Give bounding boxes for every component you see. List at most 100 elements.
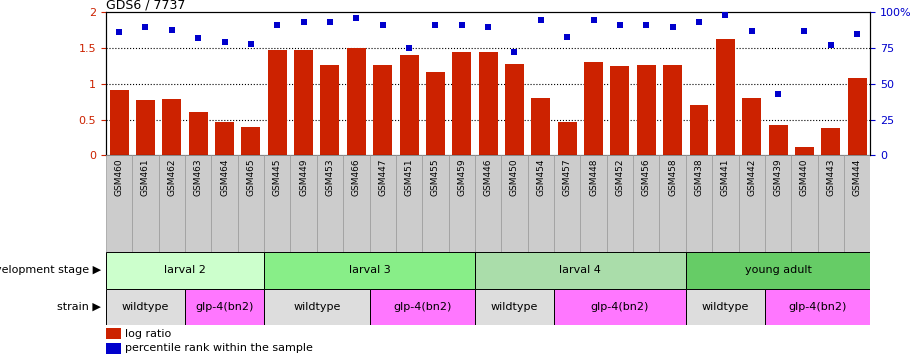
Text: wildtype: wildtype [293,302,341,312]
Bar [479,52,497,155]
Text: GSM442: GSM442 [747,158,756,196]
Text: GSM450: GSM450 [510,158,519,196]
Bar [739,155,765,252]
Text: development stage ▶: development stage ▶ [0,265,101,276]
Text: GSM439: GSM439 [774,158,783,196]
Bar [264,155,290,252]
Bar [106,155,133,252]
Point [692,20,706,25]
Bar [690,105,708,155]
Bar [765,289,870,325]
Text: GSM438: GSM438 [694,158,704,196]
Bar [106,328,122,339]
Text: GSM455: GSM455 [431,158,440,196]
Bar [422,155,449,252]
Bar [185,155,211,252]
Text: GSM461: GSM461 [141,158,150,196]
Text: GSM454: GSM454 [536,158,545,196]
Point [507,50,522,55]
Point [322,20,337,25]
Text: GSM443: GSM443 [826,158,835,196]
Text: GSM446: GSM446 [484,158,493,196]
Bar [475,252,686,289]
Bar [452,52,472,155]
Bar [765,155,791,252]
Bar [317,155,344,252]
Bar [769,125,787,155]
Text: glp-4(bn2): glp-4(bn2) [788,302,846,312]
Bar [400,55,418,155]
Bar [505,64,524,155]
Text: larval 2: larval 2 [164,265,206,276]
Text: GSM463: GSM463 [193,158,203,196]
Text: GSM466: GSM466 [352,158,361,196]
Text: GSM462: GSM462 [168,158,176,196]
Point [481,24,495,30]
Bar [580,155,607,252]
Bar [791,155,818,252]
Point [243,41,258,47]
Point [771,91,786,97]
Text: larval 3: larval 3 [349,265,391,276]
Bar [636,65,656,155]
Bar [215,122,234,155]
Text: GSM440: GSM440 [800,158,809,196]
Bar [106,289,185,325]
Bar [475,289,554,325]
Text: GSM441: GSM441 [721,158,729,196]
Point [402,45,416,51]
Bar [241,127,261,155]
Bar [133,155,158,252]
Bar [106,343,122,354]
Bar [264,252,475,289]
Text: GSM459: GSM459 [457,158,466,196]
Point [797,28,811,34]
Bar [290,155,317,252]
Bar [347,48,366,155]
Point [165,27,180,32]
Bar [554,289,686,325]
Bar [584,62,603,155]
Point [665,24,680,30]
Point [639,22,654,28]
Point [138,24,153,30]
Bar [558,122,577,155]
Point [217,40,232,45]
Text: glp-4(bn2): glp-4(bn2) [590,302,649,312]
Bar [659,155,686,252]
Bar [369,155,396,252]
Bar [716,39,735,155]
Point [428,22,443,28]
Text: GSM458: GSM458 [668,158,677,196]
Bar [686,155,712,252]
Bar [528,155,554,252]
Point [850,31,865,37]
Text: GSM448: GSM448 [589,158,598,196]
Bar [106,252,264,289]
Bar [264,289,369,325]
Text: glp-4(bn2): glp-4(bn2) [195,302,253,312]
Bar [818,155,844,252]
Bar [607,155,633,252]
Bar [712,155,739,252]
Bar [426,72,445,155]
Bar [294,50,313,155]
Bar [238,155,264,252]
Text: wildtype: wildtype [122,302,169,312]
Bar [663,65,682,155]
Bar [396,155,422,252]
Bar [611,66,629,155]
Point [533,17,548,22]
Bar [189,112,207,155]
Bar [136,100,155,155]
Bar [686,252,870,289]
Point [191,35,205,41]
Bar [844,155,870,252]
Bar [501,155,528,252]
Text: GSM451: GSM451 [404,158,414,196]
Point [376,22,391,28]
Text: GSM449: GSM449 [299,158,309,196]
Bar [268,50,286,155]
Text: wildtype: wildtype [702,302,749,312]
Bar [633,155,659,252]
